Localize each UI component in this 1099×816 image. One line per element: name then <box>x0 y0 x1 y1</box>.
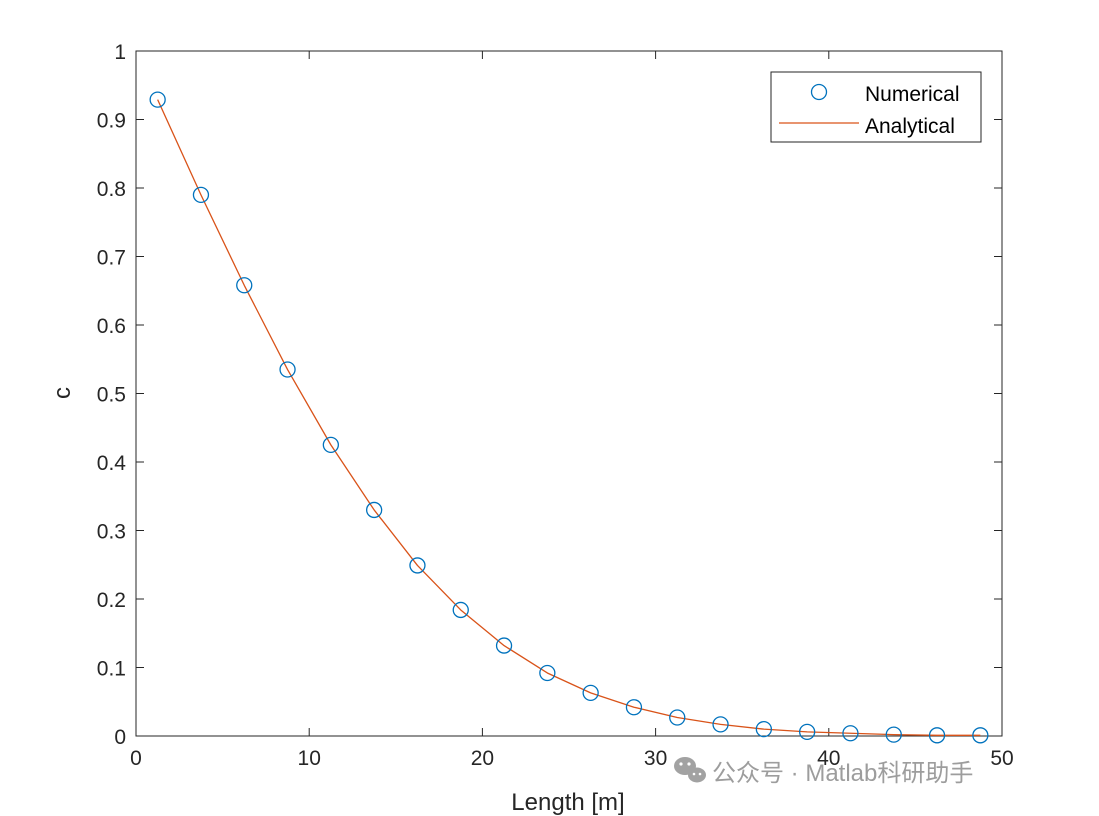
x-axis-label: Length [m] <box>511 789 624 816</box>
y-tick-label: 0.4 <box>97 452 127 475</box>
wechat-icon <box>674 757 706 783</box>
legend-box <box>770 71 982 143</box>
x-tick-label: 20 <box>471 747 494 770</box>
numerical-point <box>409 557 426 574</box>
numerical-point <box>279 361 296 378</box>
numerical-point <box>799 723 816 741</box>
y-tick-label: 0.2 <box>97 589 126 612</box>
axes-box <box>135 50 1003 737</box>
numerical-point <box>365 501 383 519</box>
numerical-point <box>452 601 469 619</box>
x-tick-label: 0 <box>130 747 142 770</box>
legend-numerical-marker <box>810 83 828 101</box>
y-tick-label: 0 <box>114 726 126 749</box>
y-axis-label: c <box>49 387 76 399</box>
y-tick-label: 0.9 <box>97 110 126 133</box>
numerical-point <box>582 684 599 701</box>
watermark-text: 公众号 · Matlab科研助手 <box>712 760 973 787</box>
y-tick-label: 0.7 <box>97 247 126 270</box>
numerical-point <box>625 699 643 716</box>
y-tick-label: 0.6 <box>97 315 126 338</box>
numerical-point <box>495 637 513 654</box>
x-tick-label: 30 <box>644 747 667 770</box>
y-tick-label: 0.1 <box>97 658 126 681</box>
numerical-point <box>928 727 946 744</box>
numerical-point <box>842 725 859 742</box>
numerical-point <box>972 727 989 744</box>
y-tick-label: 0.3 <box>97 521 126 544</box>
numerical-series <box>149 91 989 744</box>
legend-numerical-label: Numerical <box>865 83 960 106</box>
numerical-point <box>539 664 556 682</box>
numerical-point <box>885 726 902 743</box>
x-axis-ticks: 0 10 20 30 40 50 <box>130 51 1014 770</box>
numerical-point <box>192 186 210 204</box>
y-tick-label: 1 <box>114 41 126 64</box>
numerical-point <box>712 716 729 733</box>
x-tick-label: 40 <box>817 747 840 770</box>
numerical-point <box>149 91 166 108</box>
numerical-point <box>322 436 340 454</box>
numerical-point <box>755 721 772 738</box>
legend: Numerical Analytical <box>770 71 982 143</box>
y-tick-label: 0.5 <box>97 384 126 407</box>
plot-area: 0 10 20 30 40 50 0 0.1 0.2 0.3 0.4 0.5 0.6 0.7 0.8 0.9… <box>97 41 1014 770</box>
legend-analytical-label: Analytical <box>865 115 955 138</box>
y-axis-ticks: 0 0.1 0.2 0.3 0.4 0.5 0.6 0.7 0.8 0.9 1 <box>97 41 1002 749</box>
y-tick-label: 0.8 <box>97 178 126 201</box>
numerical-point <box>669 709 686 726</box>
x-tick-label: 50 <box>990 747 1013 770</box>
numerical-point <box>236 277 253 294</box>
watermark: 公众号 · Matlab科研助手 <box>674 757 973 787</box>
x-tick-label: 10 <box>298 747 321 770</box>
